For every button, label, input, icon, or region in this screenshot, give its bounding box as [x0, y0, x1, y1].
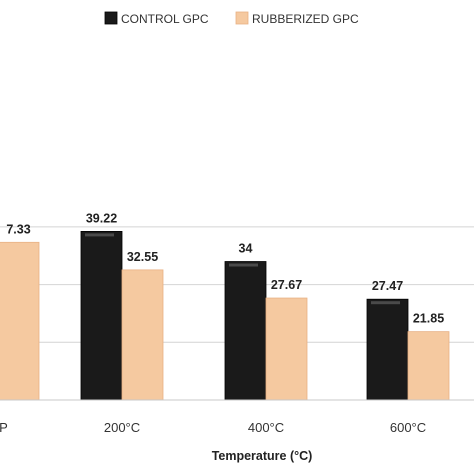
- bar-rubberized-gpc: [121, 269, 164, 401]
- x-tick-label: 400°C: [248, 420, 284, 435]
- data-labels: 7.33 39.22 32.55 34 27.67 27.47 21.85: [6, 211, 444, 325]
- data-label: 27.47: [372, 279, 403, 293]
- bars: [0, 231, 450, 401]
- bar-highlight: [371, 301, 400, 305]
- legend-label: RUBBERIZED GPC: [252, 12, 359, 26]
- data-label: 32.55: [127, 250, 158, 264]
- legend: CONTROL GPC RUBBERIZED GPC: [104, 11, 359, 26]
- bar-highlight: [229, 263, 258, 267]
- bar-rubberized-gpc: [0, 241, 40, 401]
- bar-control-gpc: [224, 261, 267, 401]
- bar-highlight: [85, 233, 114, 237]
- bar-control-gpc: [80, 231, 123, 401]
- x-axis-title: Temperature (°C): [212, 449, 313, 463]
- legend-swatch: [235, 11, 249, 25]
- x-tick-labels: MP 200°C 400°C 600°C: [0, 420, 426, 435]
- data-label: 27.67: [271, 278, 302, 292]
- bar-rubberized-gpc: [407, 331, 450, 401]
- data-label: 39.22: [86, 211, 117, 225]
- data-label: 7.33: [6, 222, 30, 236]
- data-label: 21.85: [413, 312, 444, 326]
- legend-label: CONTROL GPC: [121, 12, 209, 26]
- x-tick-label: MP: [0, 420, 8, 435]
- legend-swatch: [104, 11, 118, 25]
- x-tick-label: 600°C: [390, 420, 426, 435]
- data-label: 34: [239, 242, 253, 256]
- x-tick-label: 200°C: [104, 420, 140, 435]
- bar-rubberized-gpc: [265, 297, 308, 401]
- bar-control-gpc: [366, 298, 409, 401]
